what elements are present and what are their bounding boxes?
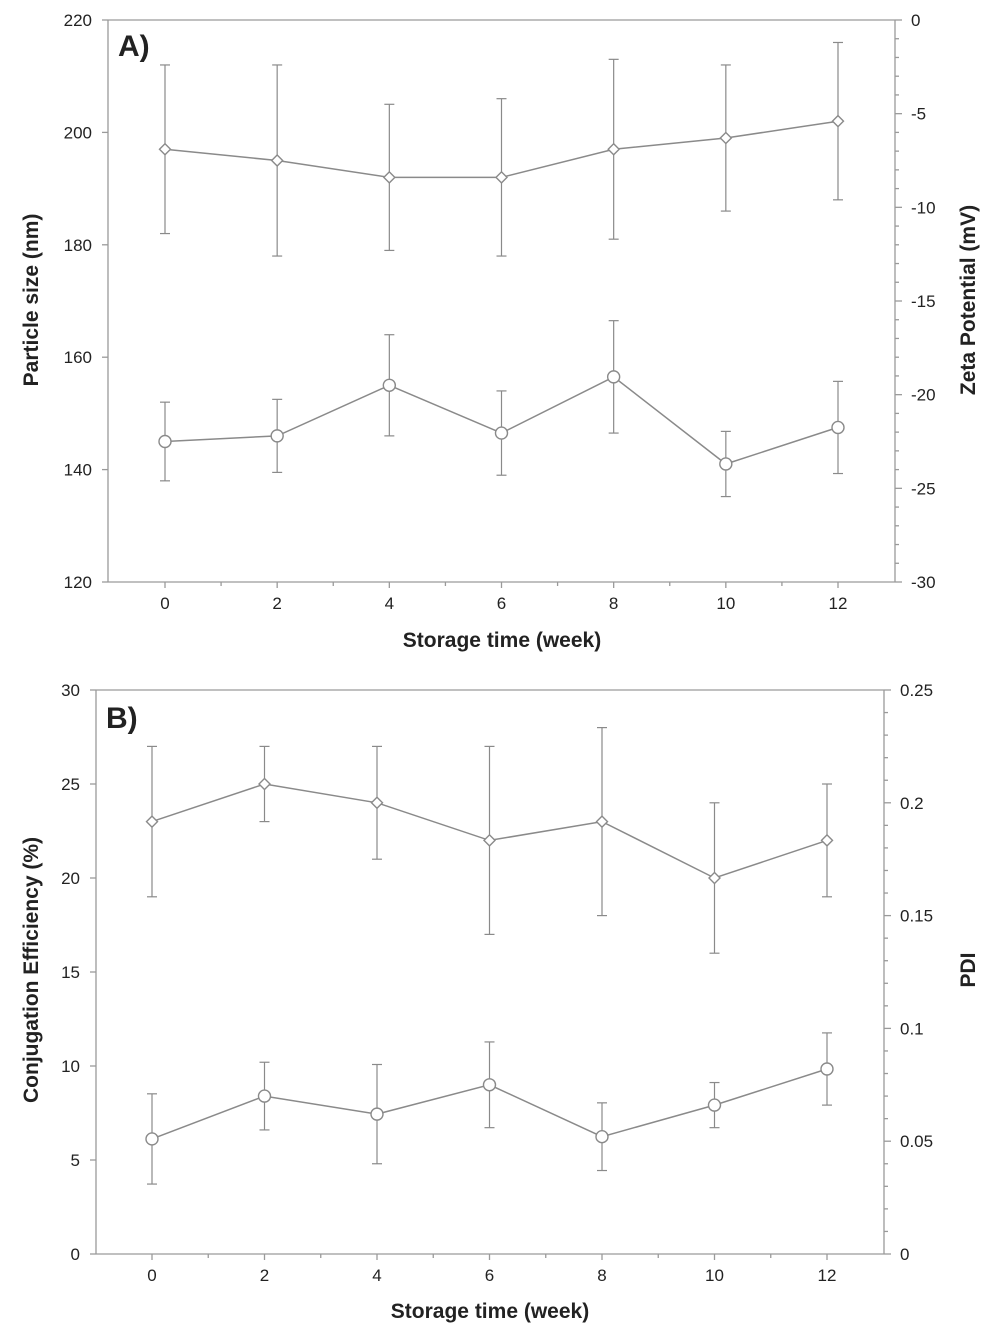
panel-a-series-1-point [831, 114, 845, 128]
panel-b-series-2-point [145, 1132, 159, 1146]
panel-b-y-tick-label: 0 [71, 1245, 80, 1264]
panel-a-series-1-point [607, 142, 621, 156]
panel-a-y-tick-label: 120 [64, 573, 92, 592]
panel-a-series-2-point [606, 370, 621, 384]
panel-a-y2-tick-label: -10 [911, 198, 936, 217]
panel-a-x-tick-label: 2 [272, 594, 281, 613]
panel-a-y-tick-label: 200 [64, 123, 92, 142]
panel-b-x-tick-label: 0 [147, 1266, 156, 1285]
panel-b-label: B) [106, 702, 138, 735]
panel-a-series-2-point [494, 426, 509, 440]
panel-a-y2-tick-label: -20 [911, 386, 936, 405]
panel-a-y-axis-title: Particle size (nm) [20, 214, 43, 387]
panel-a-series-2-point [270, 429, 284, 443]
panel-a-series-2-point [831, 420, 845, 435]
panel-a-series-1-point [382, 170, 396, 184]
panel-a-series-2-point [382, 378, 397, 392]
panel-b-y2-tick-label: 0.1 [900, 1019, 924, 1038]
panel-b-y-tick-label: 10 [61, 1057, 80, 1076]
panel-b-y-tick-label: 20 [61, 869, 80, 888]
panel-a-x-axis-title: Storage time (week) [403, 629, 601, 652]
panel-a-x-tick-label: 12 [829, 594, 848, 613]
panel-b-series-1-point [595, 815, 609, 829]
panel-a-label: A) [118, 30, 150, 63]
panel-b-y2-tick-label: 0.05 [900, 1132, 933, 1151]
panel-b-x-tick-label: 4 [372, 1266, 381, 1285]
panel-a-x-tick-label: 8 [609, 594, 618, 613]
panel-a-series-1-point [270, 154, 284, 167]
panel-b-series-1-point [820, 833, 834, 847]
panel-b-y2-tick-label: 0.2 [900, 794, 924, 813]
panel-b-series-1-point [370, 796, 384, 810]
panel-a-series-2-point [158, 434, 172, 449]
panel-b-series-1-point [708, 871, 721, 885]
panel-a-chart: A) Particle size (nm) Zeta Potential (mV… [20, 11, 980, 652]
panel-b-series-2-point [707, 1098, 722, 1112]
panel-b-y-tick-label: 25 [61, 775, 80, 794]
panel-a-series-1-point [495, 170, 508, 184]
panel-a-y-tick-label: 140 [64, 461, 92, 480]
panel-b-y-tick-label: 5 [71, 1151, 80, 1170]
panel-b-series-2-point [595, 1129, 609, 1144]
panel-a-y2-axis-title: Zeta Potential (mV) [957, 205, 980, 395]
panel-b-series-2-point [370, 1107, 384, 1121]
panel-b-series-2-point [257, 1089, 272, 1103]
panel-b-y2-axis-title: PDI [957, 952, 980, 987]
panel-b-x-tick-label: 2 [260, 1266, 269, 1285]
panel-b-y-axis-title: Conjugation Efficiency (%) [20, 837, 43, 1103]
panel-b-x-tick-label: 6 [485, 1266, 494, 1285]
panel-b-series-2-point [820, 1062, 834, 1076]
panel-a-x-tick-label: 4 [385, 594, 394, 613]
panel-a-y2-tick-label: -25 [911, 479, 936, 498]
panel-b-series-2-point [482, 1078, 497, 1092]
panel-b-x-tick-label: 12 [818, 1266, 837, 1285]
panel-a-y2-tick-label: -15 [911, 292, 936, 311]
panel-b-y-tick-label: 15 [61, 963, 80, 982]
panel-a-series-2-point [719, 457, 733, 471]
panel-a-y2-tick-label: 0 [911, 11, 920, 30]
panel-a-x-tick-label: 0 [160, 594, 169, 613]
panel-b-y2-tick-label: 0.25 [900, 681, 933, 700]
panel-b-series-1-point [483, 833, 496, 847]
panel-b-chart: B) Conjugation Efficiency (%) PDI Storag… [20, 681, 980, 1323]
panel-a-series-1-point [158, 142, 172, 156]
panel-b-y2-tick-label: 0.15 [900, 907, 933, 926]
panel-b-y2-tick-label: 0 [900, 1245, 909, 1264]
panel-a-x-tick-label: 6 [497, 594, 506, 613]
panel-a-y2-tick-label: -5 [911, 105, 926, 124]
panel-b-x-tick-label: 8 [597, 1266, 606, 1285]
panel-a-y-tick-label: 160 [64, 348, 92, 367]
panel-b-x-tick-label: 10 [705, 1266, 724, 1285]
panel-a-y-tick-label: 180 [64, 236, 92, 255]
panel-a-y-tick-label: 220 [64, 11, 92, 30]
panel-b-y-tick-label: 30 [61, 681, 80, 700]
panel-a-x-tick-label: 10 [716, 594, 735, 613]
panel-a-series-1-point [719, 131, 733, 145]
panel-a-y2-tick-label: -30 [911, 573, 936, 592]
panel-b-series-1-point [258, 777, 271, 791]
panel-b-series-1-point [145, 815, 159, 829]
panel-b-x-axis-title: Storage time (week) [391, 1300, 589, 1323]
